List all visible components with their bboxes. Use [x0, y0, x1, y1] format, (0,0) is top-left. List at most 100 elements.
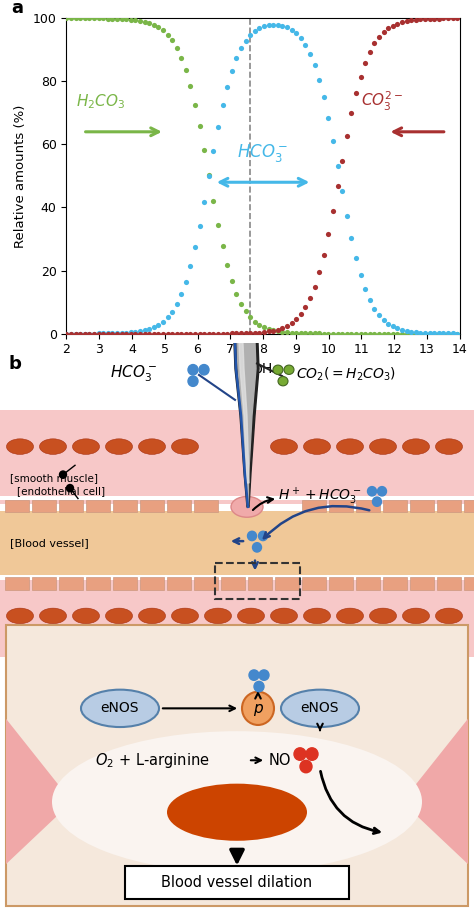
Point: [219, 239, 227, 254]
Point: [196, 218, 203, 233]
Point: [279, 321, 286, 335]
Point: [191, 97, 199, 112]
Point: [449, 326, 456, 341]
Bar: [275, 578, 299, 590]
Point: [159, 326, 167, 341]
Point: [177, 326, 185, 341]
Circle shape: [242, 692, 274, 725]
Point: [292, 312, 300, 326]
Point: [155, 326, 162, 341]
Point: [375, 326, 383, 341]
Point: [283, 319, 291, 334]
Text: p: p: [253, 701, 263, 716]
Bar: [410, 578, 434, 590]
Point: [301, 300, 309, 314]
Point: [453, 11, 461, 26]
Bar: [32, 500, 56, 512]
Bar: [0, 507, 474, 511]
Point: [233, 51, 240, 66]
Point: [407, 326, 415, 341]
Bar: [5, 500, 29, 512]
Point: [269, 323, 277, 337]
Point: [338, 154, 346, 168]
Point: [352, 326, 360, 341]
Ellipse shape: [39, 608, 66, 623]
Point: [233, 286, 240, 301]
Point: [164, 27, 171, 42]
Circle shape: [300, 760, 312, 772]
Point: [223, 258, 231, 272]
Point: [426, 12, 433, 27]
Point: [150, 17, 157, 32]
Point: [223, 80, 231, 94]
Point: [255, 317, 263, 332]
Point: [237, 41, 245, 56]
Text: $CO_3^{2-}$: $CO_3^{2-}$: [361, 90, 404, 113]
Point: [159, 23, 167, 37]
X-axis label: pH: pH: [254, 362, 273, 376]
Point: [347, 106, 355, 121]
Point: [292, 325, 300, 340]
Bar: [464, 578, 474, 590]
Point: [389, 18, 397, 33]
FancyBboxPatch shape: [6, 625, 468, 906]
Point: [196, 326, 203, 341]
Point: [403, 324, 410, 338]
Bar: [437, 500, 461, 512]
Point: [325, 326, 332, 341]
Point: [237, 296, 245, 311]
Point: [177, 287, 185, 302]
Point: [417, 12, 424, 27]
Point: [269, 324, 277, 338]
Point: [265, 324, 273, 339]
Point: [155, 317, 162, 332]
Point: [136, 14, 144, 28]
Text: NO: NO: [269, 753, 292, 768]
Point: [164, 326, 171, 341]
Ellipse shape: [370, 608, 396, 623]
Point: [95, 326, 102, 341]
Bar: [86, 500, 110, 512]
Bar: [32, 578, 56, 590]
Ellipse shape: [436, 608, 463, 623]
Point: [168, 326, 176, 341]
Point: [168, 33, 176, 48]
Text: $HCO_3^-$: $HCO_3^-$: [237, 142, 288, 164]
Point: [141, 323, 148, 337]
Point: [251, 24, 259, 38]
Point: [320, 248, 328, 262]
Point: [265, 17, 273, 32]
Text: [Blood vessel]: [Blood vessel]: [10, 538, 89, 548]
Circle shape: [199, 365, 209, 375]
Point: [90, 11, 98, 26]
Point: [393, 321, 401, 335]
Point: [315, 72, 323, 87]
Point: [81, 326, 89, 341]
Point: [384, 21, 392, 36]
Point: [426, 326, 433, 341]
Point: [288, 315, 295, 330]
Point: [329, 204, 337, 218]
Point: [325, 227, 332, 241]
Point: [118, 326, 125, 341]
Point: [389, 326, 397, 341]
Point: [453, 326, 461, 341]
Ellipse shape: [273, 365, 283, 375]
Point: [72, 11, 79, 26]
Point: [283, 325, 291, 340]
Point: [214, 120, 222, 134]
Point: [113, 325, 121, 340]
Polygon shape: [234, 343, 259, 507]
Ellipse shape: [73, 439, 100, 454]
Circle shape: [66, 484, 73, 492]
Point: [297, 31, 305, 46]
Point: [449, 326, 456, 341]
Point: [233, 326, 240, 341]
Point: [439, 326, 447, 341]
Point: [136, 324, 144, 338]
Circle shape: [188, 365, 198, 375]
Point: [366, 292, 374, 307]
Point: [343, 326, 351, 341]
Point: [389, 319, 397, 334]
Point: [85, 11, 93, 26]
